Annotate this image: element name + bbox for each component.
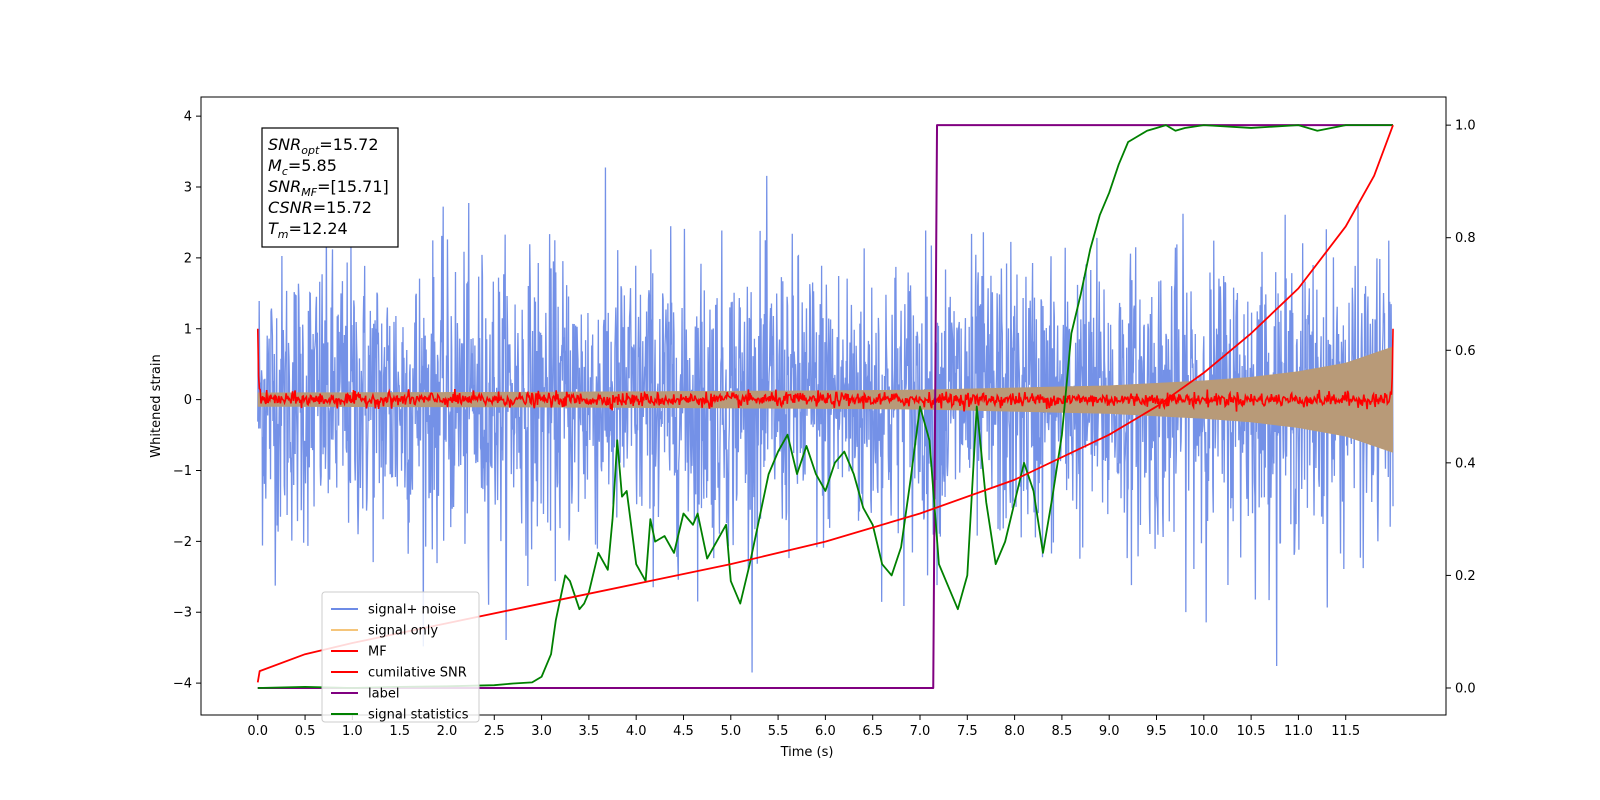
y-tick-label: −3 — [173, 606, 192, 621]
x-tick-label: 6.0 — [815, 724, 836, 739]
x-tick-label: 2.0 — [437, 724, 458, 739]
stats-line: CSNR=15.72 — [268, 198, 372, 217]
legend-frame — [321, 591, 480, 723]
x-axis-label: Time (s) — [780, 745, 834, 760]
x-tick-label: 8.5 — [1052, 724, 1073, 739]
legend-label: cumilative SNR — [368, 666, 467, 681]
legend-label: MF — [368, 645, 387, 660]
series-mf — [256, 328, 1394, 412]
y-tick-label: 3 — [184, 181, 192, 196]
x-tick-label: 7.0 — [910, 724, 931, 739]
x-tick-label: 7.5 — [957, 724, 978, 739]
stats-line: SNRMF=[15.71] — [268, 177, 389, 199]
x-tick-label: 10.5 — [1237, 724, 1266, 739]
stats-box: SNRopt=15.72Mc=5.85SNRMF=[15.71]CSNR=15.… — [261, 127, 399, 248]
x-tick-label: 8.0 — [1004, 724, 1025, 739]
y2-tick-label: 0.0 — [1455, 681, 1476, 696]
legend-label: signal+ noise — [368, 603, 456, 618]
legend-label: label — [368, 687, 399, 702]
y-tick-label: −2 — [173, 535, 192, 550]
y-axis-label: Whitened strain — [149, 354, 164, 457]
stats-line: SNRopt=15.72 — [268, 135, 379, 157]
x-tick-label: 5.0 — [720, 724, 741, 739]
x-tick-label: 4.5 — [673, 724, 694, 739]
y-tick-label: −4 — [173, 677, 192, 692]
y-tick-label: 4 — [184, 110, 192, 125]
x-tick-label: 9.5 — [1146, 724, 1167, 739]
stats-line: Mc=5.85 — [268, 156, 337, 178]
legend-label: signal statistics — [368, 708, 469, 723]
x-tick-label: 1.5 — [389, 724, 410, 739]
x-tick-label: 2.5 — [484, 724, 505, 739]
y2-tick-label: 1.0 — [1455, 119, 1476, 134]
y2-tick-label: 0.6 — [1455, 344, 1476, 359]
y2-tick-label: 0.4 — [1455, 456, 1476, 471]
x-tick-label: 9.0 — [1099, 724, 1120, 739]
x-tick-label: 3.5 — [579, 724, 600, 739]
x-tick-label: 11.5 — [1331, 724, 1360, 739]
x-tick-label: 10.0 — [1189, 724, 1218, 739]
y-tick-label: 2 — [184, 251, 192, 266]
y2-tick-label: 0.8 — [1455, 231, 1476, 246]
y-tick-label: 1 — [184, 322, 192, 337]
axes-frame — [200, 96, 1447, 716]
x-tick-label: 11.0 — [1284, 724, 1313, 739]
legend: signal+ noise signal only MF cumilative SNR… — [321, 591, 480, 723]
x-tick-label: 3.0 — [531, 724, 552, 739]
stats-box-frame — [261, 127, 399, 248]
stats-line: Tm=12.24 — [268, 219, 348, 241]
series-signal-statistics — [257, 124, 1394, 689]
x-tick-label: 0.5 — [295, 724, 316, 739]
y-tick-label: 0 — [184, 393, 192, 408]
x-tick-label: 6.5 — [862, 724, 883, 739]
x-tick-label: 1.0 — [342, 724, 363, 739]
axes: 0.0 0.5 1.0 1.5 2.0 2.5 3.0 3.5 4.0 4.5 5.0 5.5 6.0 6… — [173, 96, 1476, 739]
x-tick-label: 0.0 — [247, 724, 268, 739]
x-tick-label: 5.5 — [768, 724, 789, 739]
x-tick-label: 4.0 — [626, 724, 647, 739]
y2-tick-label: 0.2 — [1455, 569, 1476, 584]
y-tick-label: −1 — [173, 464, 192, 479]
legend-label: signal only — [368, 624, 438, 639]
